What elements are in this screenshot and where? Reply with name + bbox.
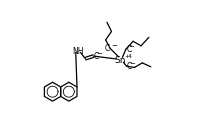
Text: C: C (104, 44, 110, 53)
Text: +4: +4 (125, 54, 132, 59)
Text: C: C (127, 62, 132, 71)
Text: −: − (129, 44, 135, 50)
Text: −: − (111, 43, 117, 49)
Text: −: − (129, 61, 135, 67)
Text: Sn: Sn (114, 56, 126, 65)
Text: C: C (126, 45, 131, 54)
Text: −: − (96, 51, 102, 57)
Text: C: C (94, 52, 99, 61)
Text: NH: NH (72, 47, 84, 56)
